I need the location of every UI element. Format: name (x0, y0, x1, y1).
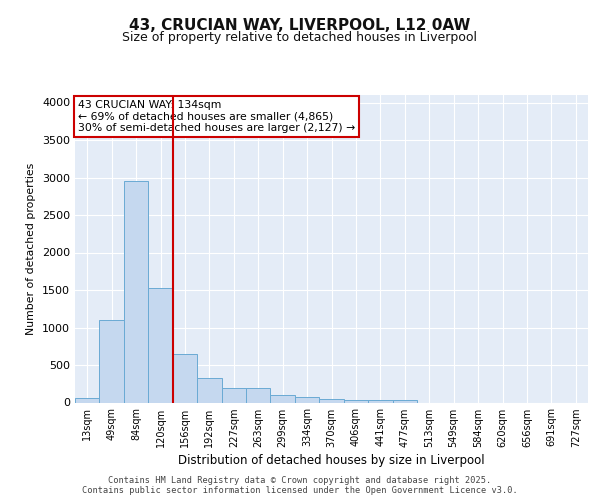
Text: Contains HM Land Registry data © Crown copyright and database right 2025.: Contains HM Land Registry data © Crown c… (109, 476, 491, 485)
Bar (295, 397, 319, 402)
Bar (75, 398, 100, 402)
Text: Contains public sector information licensed under the Open Government Licence v3: Contains public sector information licen… (82, 486, 518, 495)
X-axis label: Distribution of detached houses by size in Liverpool: Distribution of detached houses by size … (178, 454, 485, 467)
Text: 43, CRUCIAN WAY, LIVERPOOL, L12 0AW: 43, CRUCIAN WAY, LIVERPOOL, L12 0AW (130, 18, 470, 32)
Bar (392, 400, 417, 402)
Bar (124, 180, 148, 402)
Bar (271, 396, 295, 402)
Bar (197, 378, 221, 402)
Y-axis label: Number of detached properties: Number of detached properties (26, 162, 37, 335)
Bar (100, 320, 124, 402)
Bar (246, 388, 271, 402)
Text: Size of property relative to detached houses in Liverpool: Size of property relative to detached ho… (122, 31, 478, 44)
Bar (173, 354, 197, 403)
Bar (221, 388, 246, 402)
Bar (319, 399, 344, 402)
Bar (148, 288, 173, 403)
Text: 43 CRUCIAN WAY: 134sqm
← 69% of detached houses are smaller (4,865)
30% of semi-: 43 CRUCIAN WAY: 134sqm ← 69% of detached… (77, 100, 355, 133)
Bar (344, 400, 368, 402)
Bar (368, 400, 392, 402)
